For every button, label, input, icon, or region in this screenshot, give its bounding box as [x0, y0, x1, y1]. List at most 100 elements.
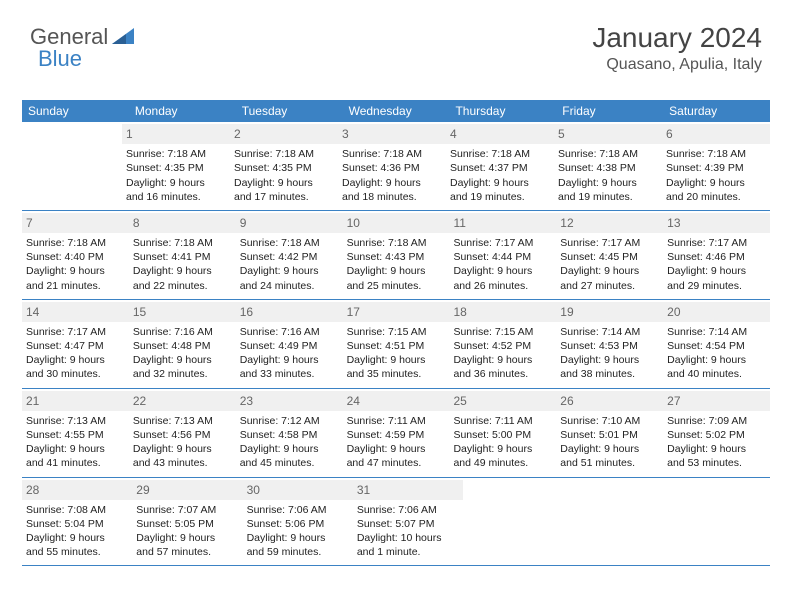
sunrise-text: Sunrise: 7:13 AM: [133, 414, 232, 428]
sunset-text: Sunset: 5:02 PM: [667, 428, 766, 442]
day-number: 22: [129, 391, 236, 411]
sunrise-text: Sunrise: 7:12 AM: [240, 414, 339, 428]
day-cell: 7Sunrise: 7:18 AMSunset: 4:40 PMDaylight…: [22, 211, 129, 299]
sunset-text: Sunset: 4:43 PM: [347, 250, 446, 264]
daylight-text: and 41 minutes.: [26, 456, 125, 470]
daylight-text: Daylight: 9 hours: [240, 442, 339, 456]
day-number: 13: [663, 213, 770, 233]
daylight-text: and 47 minutes.: [347, 456, 446, 470]
day-number: 8: [129, 213, 236, 233]
sunrise-text: Sunrise: 7:18 AM: [126, 147, 226, 161]
daylight-text: and 16 minutes.: [126, 190, 226, 204]
daylight-text: Daylight: 9 hours: [560, 442, 659, 456]
daylight-text: and 40 minutes.: [667, 367, 766, 381]
daylight-text: Daylight: 9 hours: [560, 353, 659, 367]
day-number: 20: [663, 302, 770, 322]
sunrise-text: Sunrise: 7:17 AM: [667, 236, 766, 250]
sunset-text: Sunset: 5:00 PM: [453, 428, 552, 442]
daylight-text: Daylight: 9 hours: [240, 264, 339, 278]
sunset-text: Sunset: 4:48 PM: [133, 339, 232, 353]
day-cell: 5Sunrise: 7:18 AMSunset: 4:38 PMDaylight…: [554, 122, 662, 210]
day-number: 7: [22, 213, 129, 233]
day-cell: 23Sunrise: 7:12 AMSunset: 4:58 PMDayligh…: [236, 389, 343, 477]
week-row: 21 Sunrise: 7:13 AM Sunset: 4:55 PM Dayligh…: [22, 389, 770, 478]
logo-triangle-icon: [112, 24, 134, 50]
day-number: 30: [243, 480, 353, 500]
sunset-text: Sunset: 4:52 PM: [453, 339, 552, 353]
day-number: 6: [662, 124, 770, 144]
day-number: 4: [446, 124, 554, 144]
day-cell: 15Sunrise: 7:16 AMSunset: 4:48 PMDayligh…: [129, 300, 236, 388]
daylight-text: Daylight: 9 hours: [560, 264, 659, 278]
calendar-body: 1Sunrise: 7:18 AMSunset: 4:35 PMDaylight…: [22, 122, 770, 566]
daylight-text: Daylight: 9 hours: [347, 353, 446, 367]
daylight-text: and 51 minutes.: [560, 456, 659, 470]
sunrise-text: Sunrise: 7:18 AM: [26, 236, 125, 250]
day-number: 23: [236, 391, 343, 411]
sunset-text: Sunset: 4:44 PM: [453, 250, 552, 264]
calendar-header-row: SundayMondayTuesdayWednesdayThursdayFrid…: [22, 100, 770, 122]
week-row: 14Sunrise: 7:17 AMSunset: 4:47 PMDayligh…: [22, 300, 770, 389]
day-cell: 28Sunrise: 7:08 AMSunset: 5:04 PMDayligh…: [22, 478, 132, 566]
sunrise-text: Sunrise: 7:18 AM: [450, 147, 550, 161]
daylight-text: and 25 minutes.: [347, 279, 446, 293]
day-number: 25: [449, 391, 556, 411]
sunset-text: Sunset: 4:41 PM: [133, 250, 232, 264]
sunrise-text: Sunrise: 7:14 AM: [667, 325, 766, 339]
day-cell: 16Sunrise: 7:16 AMSunset: 4:49 PMDayligh…: [236, 300, 343, 388]
day-cell: 25Sunrise: 7:11 AMSunset: 5:00 PMDayligh…: [449, 389, 556, 477]
daylight-text: Daylight: 9 hours: [247, 531, 349, 545]
day-number: 2: [230, 124, 338, 144]
day-cell: 1Sunrise: 7:18 AMSunset: 4:35 PMDaylight…: [122, 122, 230, 210]
daylight-text: Daylight: 9 hours: [453, 353, 552, 367]
sunrise-text: Sunrise: 7:18 AM: [558, 147, 658, 161]
day-number: 16: [236, 302, 343, 322]
daylight-text: and 45 minutes.: [240, 456, 339, 470]
day-number: 17: [343, 302, 450, 322]
calendar: SundayMondayTuesdayWednesdayThursdayFrid…: [22, 100, 770, 566]
sunset-text: Sunset: 4:35 PM: [126, 161, 226, 175]
logo-text-2: Blue: [38, 46, 82, 72]
day-number: 15: [129, 302, 236, 322]
location: Quasano, Apulia, Italy: [592, 56, 762, 74]
week-row: 28Sunrise: 7:08 AMSunset: 5:04 PMDayligh…: [22, 478, 770, 567]
daylight-text: Daylight: 9 hours: [450, 176, 550, 190]
weekday-header: Thursday: [449, 100, 556, 122]
day-cell: 9Sunrise: 7:18 AMSunset: 4:42 PMDaylight…: [236, 211, 343, 299]
sunrise-text: Sunrise: 7:15 AM: [453, 325, 552, 339]
day-cell: 14Sunrise: 7:17 AMSunset: 4:47 PMDayligh…: [22, 300, 129, 388]
sunset-text: Sunset: 5:05 PM: [136, 517, 238, 531]
sunset-text: Sunset: 4:56 PM: [133, 428, 232, 442]
sunrise-text: Sunrise: 7:11 AM: [453, 414, 552, 428]
daylight-text: and 57 minutes.: [136, 545, 238, 559]
sunset-text: Sunset: 4:54 PM: [667, 339, 766, 353]
day-number: 26: [556, 391, 663, 411]
sunset-text: Sunset: 4:55 PM: [26, 428, 125, 442]
daylight-text: Daylight: 9 hours: [133, 442, 232, 456]
day-cell: 31Sunrise: 7:06 AMSunset: 5:07 PMDayligh…: [353, 478, 463, 566]
daylight-text: and 18 minutes.: [342, 190, 442, 204]
daylight-text: Daylight: 9 hours: [667, 353, 766, 367]
day-cell: 30Sunrise: 7:06 AMSunset: 5:06 PMDayligh…: [243, 478, 353, 566]
day-cell: 8Sunrise: 7:18 AMSunset: 4:41 PMDaylight…: [129, 211, 236, 299]
sunrise-text: Sunrise: 7:16 AM: [240, 325, 339, 339]
sunrise-text: Sunrise: 7:17 AM: [26, 325, 125, 339]
day-number: 21: [22, 391, 129, 411]
sunrise-text: Sunrise: 7:17 AM: [560, 236, 659, 250]
sunset-text: Sunset: 4:37 PM: [450, 161, 550, 175]
day-cell: 24Sunrise: 7:11 AMSunset: 4:59 PMDayligh…: [343, 389, 450, 477]
sunrise-text: Sunrise: 7:18 AM: [234, 147, 334, 161]
daylight-text: Daylight: 9 hours: [26, 531, 128, 545]
sunrise-text: Sunrise: 7:18 AM: [666, 147, 766, 161]
sunset-text: Sunset: 4:59 PM: [347, 428, 446, 442]
day-cell: 11Sunrise: 7:17 AMSunset: 4:44 PMDayligh…: [449, 211, 556, 299]
daylight-text: and 32 minutes.: [133, 367, 232, 381]
day-number: 10: [343, 213, 450, 233]
daylight-text: Daylight: 9 hours: [453, 264, 552, 278]
week-row: 1Sunrise: 7:18 AMSunset: 4:35 PMDaylight…: [22, 122, 770, 211]
day-cell: 18Sunrise: 7:15 AMSunset: 4:52 PMDayligh…: [449, 300, 556, 388]
day-number: 3: [338, 124, 446, 144]
daylight-text: and 30 minutes.: [26, 367, 125, 381]
daylight-text: Daylight: 9 hours: [667, 442, 766, 456]
day-number: 14: [22, 302, 129, 322]
